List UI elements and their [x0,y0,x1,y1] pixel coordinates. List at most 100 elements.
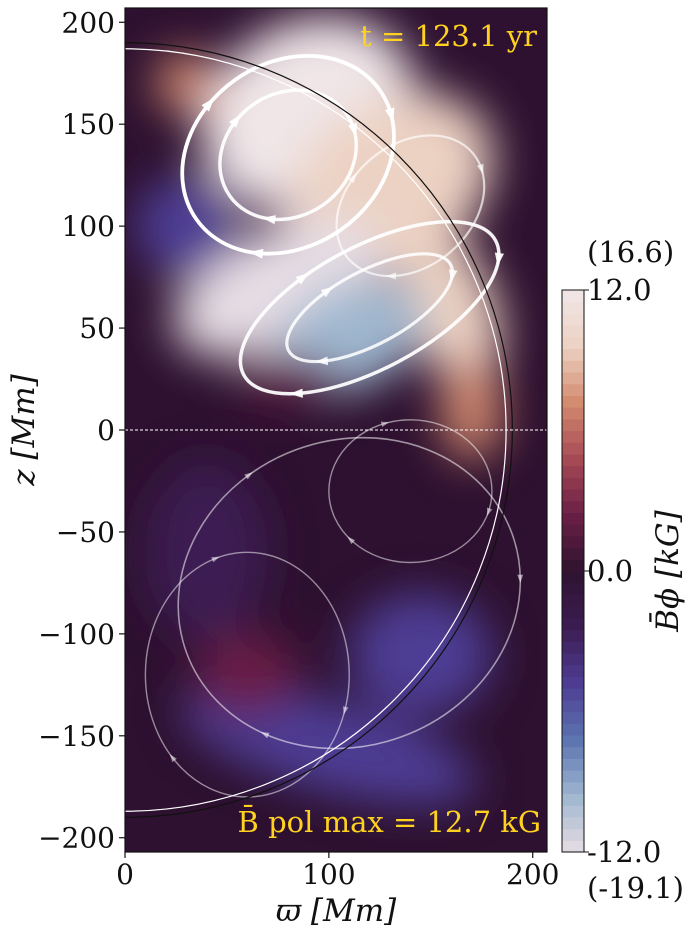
y-tick-label: −50 [56,516,115,549]
colorbar-band [562,793,584,806]
colorbar-band [562,313,584,326]
field-arrow-2-3 [228,114,241,128]
colorbar-max-note: (16.6) [587,235,674,269]
colorbar-band [562,594,584,607]
colorbar-band [562,688,584,701]
y-tick-label: 150 [62,108,115,141]
colorbar-ticks: -12.0 0.0 12.0 [584,273,661,869]
colorbar-band [562,430,584,443]
field-arrow-1-3 [201,97,215,112]
y-tick-label: 0 [97,414,115,447]
field-arrow-1-1 [384,107,395,123]
field-arrow-3-1 [494,252,504,267]
field-line-8 [328,419,493,564]
field-arrow-4-1 [448,269,458,283]
colorbar-band [562,746,584,759]
colorbar-band [562,629,584,642]
plot-area [124,7,548,853]
y-tick-label: −150 [38,720,115,753]
colorbar-band [562,699,584,713]
field-arrow-1-2 [248,248,264,259]
colorbar-band [562,723,584,736]
field-arrow-8-2 [347,536,356,545]
field-arrow-5-1 [476,163,484,175]
field-blob-5 [155,52,217,115]
colorbar-band [562,781,584,795]
field-arrow-6-1 [517,574,524,584]
colorbar-band [562,360,584,373]
y-tick-label: −200 [38,822,115,855]
field-arrow-7-2 [169,754,177,763]
y-axis: −200 −150 −100 −50 0 50 100 150 200 [38,6,125,855]
field-arrow-6-3 [244,472,253,480]
y-axis-label: z [Mm] [6,373,42,486]
field-blob-10 [349,593,492,716]
y-tick-label: 200 [62,6,115,39]
colorbar-band [562,816,584,830]
colorbar-band [562,512,584,525]
x-tick-label: 200 [506,858,559,891]
colorbar-band [562,489,584,502]
colorbar-band [562,606,584,619]
x-axis: 0 100 200 [116,852,559,891]
colorbar-band [562,770,584,783]
field-line-1 [180,53,396,256]
field-arrow-7-1 [342,706,349,715]
field-arrow-6-2 [260,732,270,739]
colorbar-band [562,652,584,666]
colorbar-band [562,453,584,467]
colorbar: -12.0 0.0 12.0 (16.6) (-19.1) B̄ϕ [kG] [561,235,686,905]
field-lines [144,53,522,798]
field-arrow-3-3 [295,273,309,285]
field-arrow-8-1 [486,507,493,517]
bpol-max-label: B̄ pol max = 12.7 kG [238,804,541,839]
field-blob-11 [145,460,268,645]
field-arrow-7-3 [211,556,220,563]
field-arrow-4-2 [315,356,329,366]
colorbar-tick-label: -12.0 [587,835,661,869]
colorbar-band [562,325,584,338]
field-line-5 [335,134,486,278]
colorbar-band [562,442,584,455]
colorbar-band [562,805,584,818]
colorbar-band [562,676,584,689]
field-arrow-5-3 [348,173,357,184]
colorbar-band [562,524,584,537]
colorbar-band [562,734,584,748]
field-arrow-3-2 [289,388,303,398]
field-blob-8 [135,175,238,278]
colorbar-band [562,290,584,303]
time-label: t = 123.1 yr [360,19,537,53]
x-axis-label: ϖ [Mm] [276,893,397,929]
colorbar-band [562,395,584,408]
colorbar-band [562,407,584,420]
field-arrow-5-2 [385,272,396,280]
y-tick-label: 50 [79,312,115,345]
colorbar-band [562,828,584,841]
field-line-6 [177,436,522,750]
colorbar-band [562,559,584,572]
y-tick-label: −100 [38,618,115,651]
field-blob-4 [440,358,503,461]
colorbar-band [562,371,584,385]
colorbar-min-note: (-19.1) [587,871,684,905]
colorbar-tick-label: 12.0 [587,273,652,307]
colorbar-band [562,535,584,549]
field-blob-9 [180,687,478,805]
colorbar-band [562,336,584,350]
colorbar-band [562,301,584,315]
colorbar-band [562,500,584,514]
x-tick-label: 100 [302,858,355,891]
colorbar-band [562,840,584,853]
colorbar-band [562,617,584,631]
field-arrow-2-2 [262,215,276,225]
y-tick-label: 100 [62,210,115,243]
colorbar-band [562,465,584,478]
colorbar-band [562,711,584,724]
colorbar-band [562,582,584,596]
colorbar-bands [562,290,584,853]
field-arrow-4-3 [320,286,334,298]
colorbar-label: B̄ϕ [kG] [648,509,686,632]
colorbar-band [562,664,584,677]
